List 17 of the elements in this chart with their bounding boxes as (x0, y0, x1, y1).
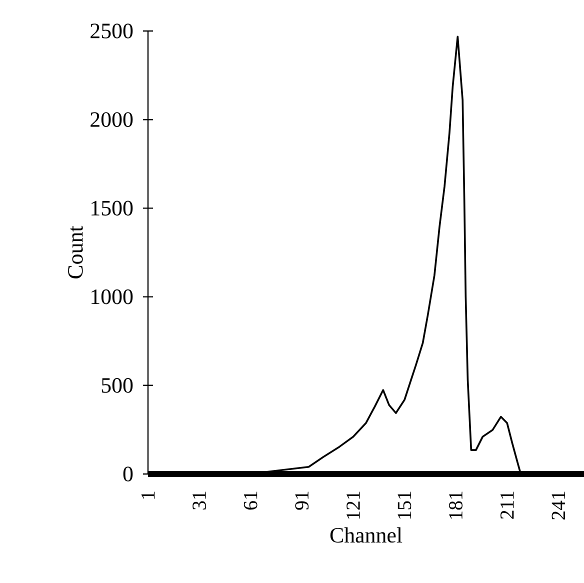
y-tick-label: 2500 (90, 24, 133, 38)
y-tick-label: 1500 (92, 200, 133, 216)
y-tick-label: 1000 (92, 289, 133, 304)
y-tick-label: 500 (102, 378, 133, 393)
y-tick-label: 0 (123, 466, 133, 482)
x-tick-label: 181 (449, 492, 462, 519)
y-axis-title: Count (68, 226, 83, 278)
x-tick-label: 91 (295, 492, 309, 510)
x-tick-label: 61 (244, 492, 258, 510)
x-tick-label: 1 (141, 492, 155, 499)
x-tick-label: 151 (398, 492, 412, 519)
x-tick-label: 121 (346, 492, 360, 519)
x-tick-label: 241 (552, 492, 565, 520)
x-tick-label: 31 (192, 492, 206, 510)
x-axis-title: Channel (330, 527, 402, 543)
y-tick-label: 2000 (90, 112, 133, 127)
x-tick-label: 211 (500, 492, 514, 519)
